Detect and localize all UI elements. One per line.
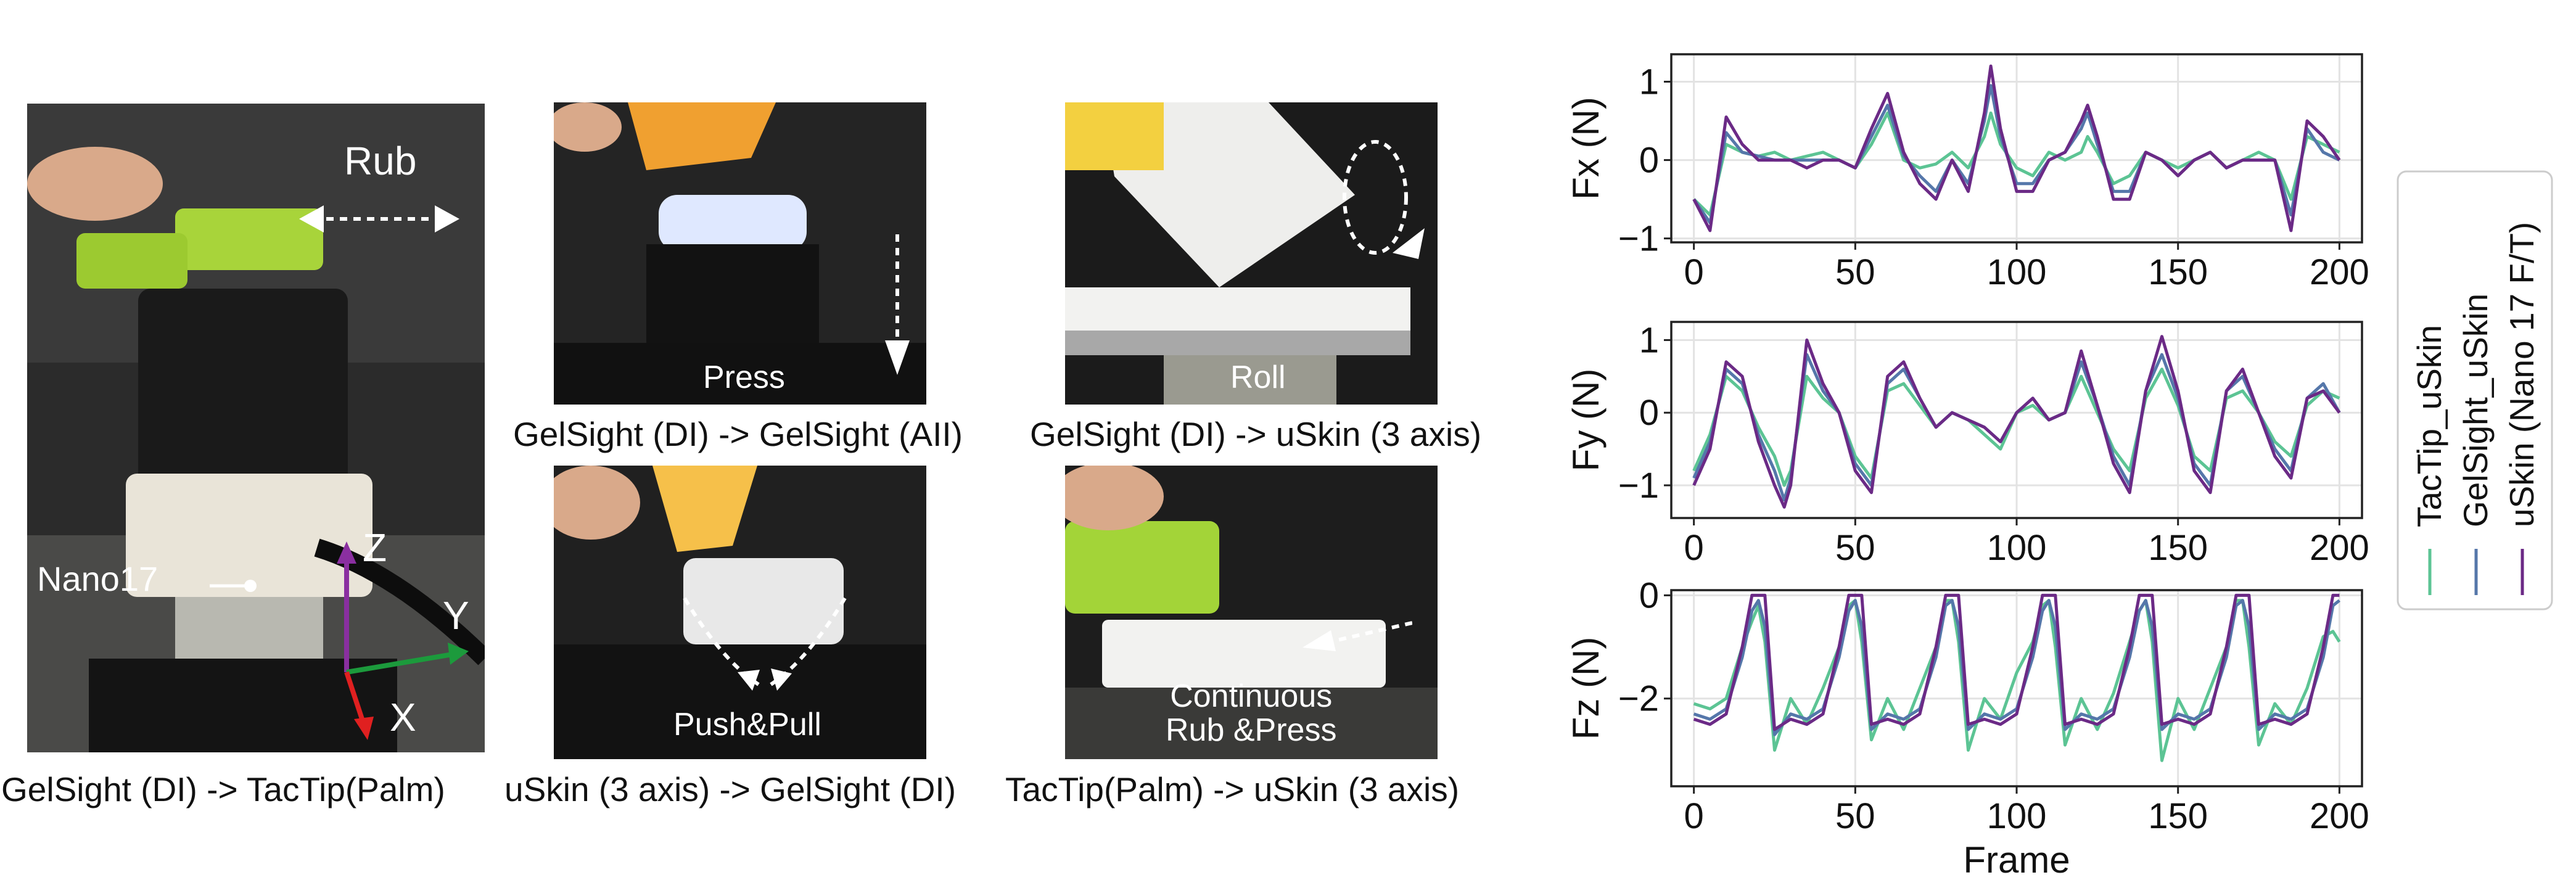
rub-label: Rub [344,139,417,183]
roll-caption: GelSight (DI) -> uSkin (3 axis) [1030,415,1482,453]
x-tick-label: 200 [2310,528,2369,568]
main-photo-caption: GelSight (DI) -> TacTip(Palm) [1,770,445,808]
x-tick-label: 0 [1684,796,1704,836]
x-axis-label: Frame [1963,839,2070,880]
y-tick-label: 0 [1639,393,1659,433]
press-photo [554,102,926,405]
chart-1: 0 50 100 150 200 −1 0 1 Fy (N) [1565,320,2369,568]
y-tick-label: −1 [1618,219,1659,259]
main-photo [27,104,485,752]
roll-arrow-icon [1343,140,1425,259]
x-tick-label: 0 [1684,528,1704,568]
legend-label-2: uSkin (Nano 17 F/T) [2503,222,2541,527]
x-tick-label: 150 [2148,796,2208,836]
axis-z-label: Z [363,525,387,570]
pushpull-photo [554,466,926,759]
continuous-arrow-icon [1302,621,1412,651]
legend: TacTip_uSkin GelSight_uSkin uSkin (Nano 17… [2397,170,2553,611]
y-tick-label: −2 [1618,679,1659,719]
x-tick-label: 200 [2310,796,2369,836]
chart-2: 0 50 100 150 200 −2 0 Fz (N) Frame [1565,575,2369,880]
continuous-photo [1065,466,1438,759]
legend-label-0: TacTip_uSkin [2410,325,2448,527]
y-tick-label: 1 [1639,320,1659,360]
continuous-caption: TacTip(Palm) -> uSkin (3 axis) [1005,770,1460,808]
x-tick-label: 100 [1987,252,2047,292]
x-tick-label: 50 [1835,796,1875,836]
x-tick-label: 100 [1987,528,2047,568]
y-tick-label: 0 [1639,141,1659,181]
legend-box [2397,170,2553,611]
main-photo-scene [27,104,485,752]
series-line-2 [1692,64,2341,232]
continuous-label-line2: Rub &Press [1166,712,1337,748]
x-tick-label: 50 [1835,528,1875,568]
roll-label: Roll [1230,360,1286,395]
pushpull-label: Push&Pull [673,707,821,742]
x-tick-label: 150 [2148,252,2208,292]
y-axis-label: Fz (N) [1565,637,1607,740]
pushpull-caption: uSkin (3 axis) -> GelSight (DI) [504,770,957,808]
axis-x-label: X [390,695,416,739]
pushpull-arrows-icon [683,597,847,691]
y-axis-label: Fy (N) [1565,369,1607,472]
continuous-label-line1: Continuous [1170,678,1333,714]
x-tick-label: 0 [1684,252,1704,292]
x-tick-label: 100 [1987,796,2047,836]
series-line-2 [1693,593,2340,731]
series-line-2 [1692,335,2341,509]
series-line-0 [1693,599,2341,762]
press-label: Press [703,360,785,395]
y-tick-label: 0 [1639,575,1659,615]
y-tick-label: 1 [1639,62,1659,102]
x-tick-label: 200 [2310,252,2369,292]
nano17-label: Nano17 [37,559,158,598]
rub-arrow-icon [299,205,459,232]
legend-label-1: GelSight_uSkin [2456,294,2495,527]
x-tick-label: 150 [2148,528,2208,568]
press-caption: GelSight (DI) -> GelSight (AII) [513,415,963,453]
axis-y-label: Y [443,593,469,638]
continuous-label: Continuous Rub &Press [1166,680,1336,747]
press-arrow-icon [885,234,910,375]
y-axis-label: Fx (N) [1565,97,1607,200]
series-line-0 [1692,368,2340,487]
axes-icon [210,541,469,740]
y-tick-label: −1 [1618,466,1659,506]
chart-0: 0 50 100 150 200 −1 0 1 Fx (N) [1565,53,2369,292]
x-tick-label: 50 [1835,252,1875,292]
